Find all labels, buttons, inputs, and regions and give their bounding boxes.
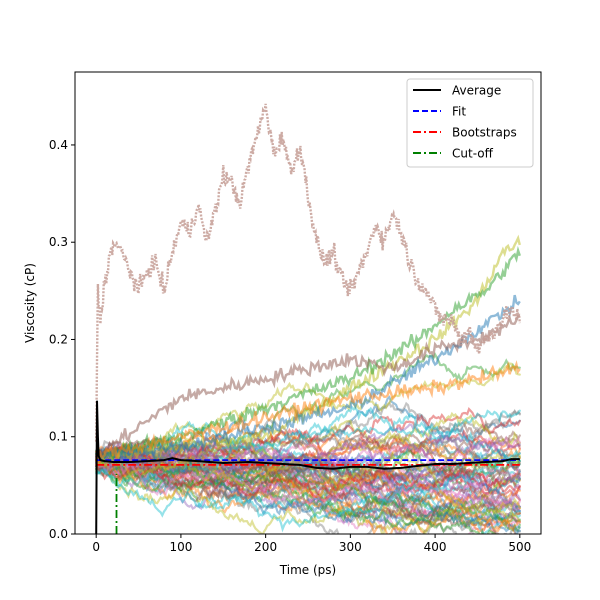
bootstrap-trace-48 (95, 456, 521, 534)
bootstrap-trace-23 (95, 429, 521, 462)
bootstrap-trace-41 (95, 459, 521, 514)
y-tick-label-0.4: 0.4 (49, 138, 68, 152)
legend-label-0: Average (452, 84, 501, 98)
bootstrap-trace-65 (95, 446, 521, 521)
bootstrap-trace-57 (95, 439, 521, 484)
bootstrap-trace-11 (95, 450, 521, 520)
bootstrap-trace-59 (95, 405, 521, 488)
y-tick-label-0.0: 0.0 (49, 527, 68, 541)
bootstrap-trace-29 (95, 454, 521, 534)
x-tick-label-0: 0 (92, 540, 100, 554)
bootstrap-trace-32 (95, 448, 521, 488)
high-bootstrap-trace (95, 103, 521, 442)
bootstrap-trace-9 (95, 437, 521, 493)
x-axis-label: Time (ps) (279, 563, 336, 577)
bootstrap-trace-26 (95, 458, 521, 502)
legend-box (406, 78, 534, 168)
plot-area (74, 71, 542, 535)
bootstrap-trace-56 (95, 435, 521, 481)
bootstrap-trace-13 (95, 448, 521, 521)
x-tick-label-300: 300 (339, 540, 362, 554)
bootstrap-trace-47 (95, 455, 521, 523)
y-axis-label: Viscosity (cP) (23, 263, 37, 343)
upper-trace-0 (95, 234, 521, 464)
y-tick-label-0.3: 0.3 (49, 235, 68, 249)
legend-label-1: Fit (452, 105, 466, 119)
bootstrap-trace-7 (95, 400, 521, 487)
bootstrap-trace-58 (95, 436, 521, 534)
bootstrap-trace-67 (95, 418, 521, 473)
upper-trace-3 (95, 314, 520, 461)
bootstrap-trace-69 (95, 449, 521, 533)
x-tick-label-100: 100 (169, 540, 192, 554)
bootstrap-trace-43 (95, 451, 521, 503)
bootstrap-trace-30 (95, 452, 521, 528)
summary-lines (95, 400, 520, 534)
upper-trace-1 (95, 245, 521, 462)
bootstrap-trace-10 (95, 460, 521, 530)
plot-frame (74, 71, 542, 535)
bootstrap-trace-22 (95, 439, 521, 482)
bootstrap-trace-62 (95, 450, 498, 534)
bootstrap-trace-33 (95, 407, 521, 476)
bootstrap-trace-3 (95, 435, 521, 485)
bootstrap-trace-52 (95, 448, 521, 532)
bootstrap-trace-25 (95, 440, 521, 490)
bootstrap-trace-54 (95, 444, 521, 493)
bootstrap-trace-17 (95, 408, 521, 500)
average-line (95, 400, 520, 534)
y-tick-label-0.1: 0.1 (49, 430, 68, 444)
x-axis: 0 100 200 300 400 500 (92, 534, 531, 554)
bootstrap-trace-61 (95, 453, 521, 532)
upper-trace-2 (95, 294, 521, 463)
x-tick-label-200: 200 (254, 540, 277, 554)
upper-trace-4 (95, 360, 521, 468)
bootstrap-trace-51 (95, 452, 521, 534)
bootstrap-trace-66 (95, 453, 521, 512)
y-axis: 0.0 0.1 0.2 0.3 0.4 (49, 138, 75, 541)
y-tick-label-0.2: 0.2 (49, 332, 68, 346)
legend-label-2: Bootstraps (452, 126, 517, 140)
legend: Average Fit Bootstraps Cut-off (406, 78, 534, 168)
bootstrap-trace-12 (95, 464, 521, 503)
bootstrap-traces (95, 103, 521, 534)
bootstrap-trace-63 (95, 460, 521, 497)
bootstrap-trace-24 (95, 441, 521, 505)
bootstrap-trace-6 (95, 449, 516, 534)
x-tick-label-500: 500 (508, 540, 531, 554)
x-tick-label-400: 400 (424, 540, 447, 554)
bootstrap-trace-14 (95, 459, 521, 524)
legend-label-3: Cut-off (452, 147, 494, 161)
bootstrap-trace-4 (95, 441, 521, 517)
bootstrap-trace-42 (95, 448, 521, 527)
bootstrap-trace-28 (95, 362, 521, 461)
bootstrap-trace-46 (95, 459, 521, 512)
bootstrap-trace-1 (95, 451, 517, 534)
